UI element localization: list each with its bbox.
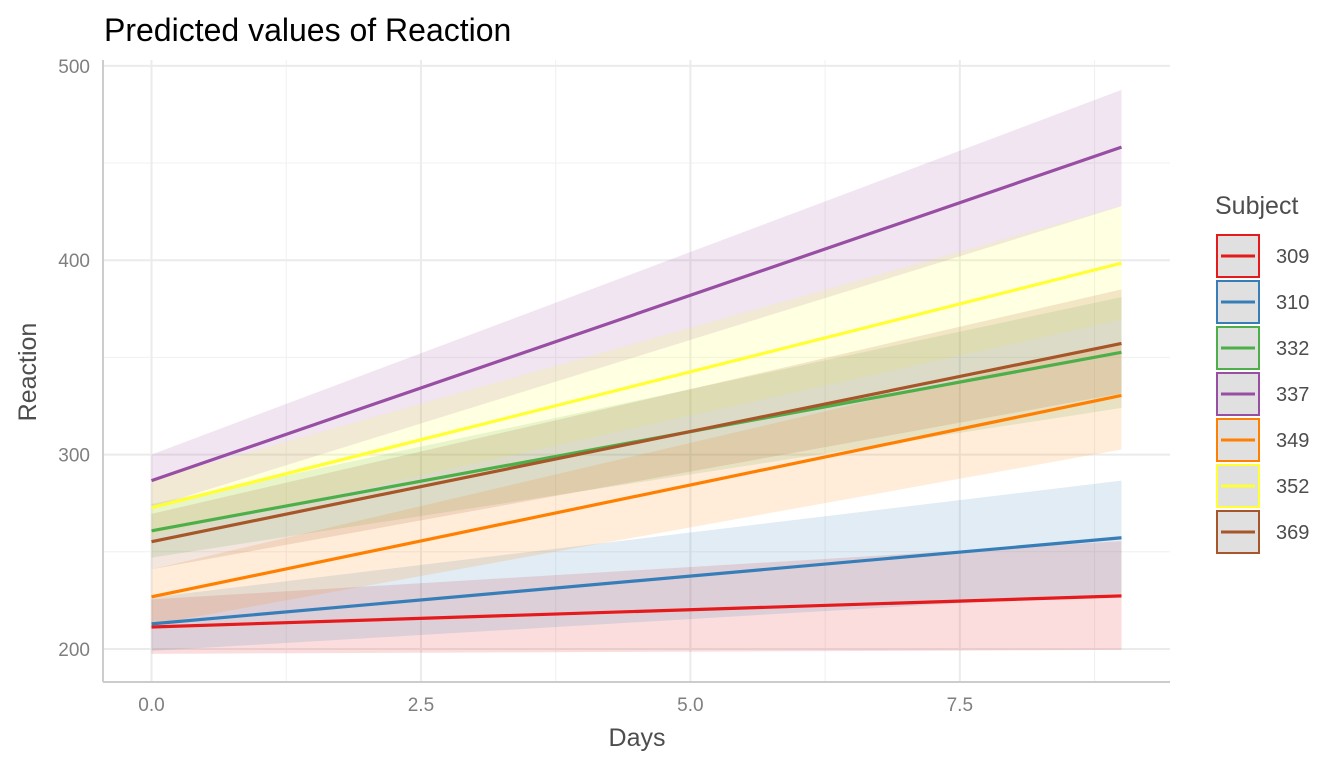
legend-label: 337 (1276, 384, 1309, 406)
series-lines (150, 145, 1123, 629)
legend-item-337: 337 (1216, 372, 1309, 416)
legend-label: 310 (1276, 292, 1309, 314)
legend-item-369: 369 (1216, 510, 1309, 554)
ci-band-309 (151, 541, 1122, 654)
y-tick-label: 200 (58, 640, 90, 661)
y-tick-label: 400 (58, 251, 90, 272)
x-tick-label: 0.0 (138, 695, 164, 716)
ci-band-352 (151, 206, 1122, 536)
y-tick-labels: 200 300 400 500 (58, 57, 90, 661)
y-tick-label: 300 (58, 446, 90, 467)
legend-item-352: 352 (1216, 464, 1309, 508)
x-tick-label: 2.5 (408, 695, 434, 716)
series-line-309 (151, 594, 1122, 629)
y-tick-label: 500 (58, 57, 90, 78)
series-line-349 (151, 393, 1122, 599)
x-axis-title: Days (609, 724, 666, 752)
series-line-352 (151, 261, 1122, 510)
x-tick-label: 7.5 (947, 695, 973, 716)
ci-band-310 (151, 480, 1122, 651)
legend-item-349: 349 (1216, 418, 1309, 462)
chart-title: Predicted values of Reaction (104, 12, 511, 48)
ci-band-369 (151, 289, 1122, 570)
legend-label: 332 (1276, 338, 1309, 360)
legend-title: Subject (1215, 192, 1298, 220)
legend-label: 352 (1276, 476, 1309, 498)
axes (102, 60, 1170, 683)
ci-band-349 (151, 341, 1122, 625)
x-tick-labels: 0.0 2.5 5.0 7.5 (138, 695, 973, 716)
legend-label: 349 (1276, 430, 1309, 452)
legend-label: 369 (1276, 522, 1309, 544)
legend-item-309: 309 (1216, 234, 1309, 278)
legend-item-332: 332 (1216, 326, 1309, 370)
x-tick-label: 5.0 (677, 695, 703, 716)
series-line-369 (151, 341, 1122, 544)
legend-item-310: 310 (1216, 280, 1309, 324)
ci-band-337 (151, 89, 1122, 508)
legend: Subject 309 310 332 337 349 352 369 (1215, 192, 1309, 554)
y-axis-title: Reaction (14, 323, 42, 422)
series-line-337 (150, 145, 1123, 483)
series-line-310 (151, 536, 1122, 626)
legend-label: 309 (1276, 246, 1309, 268)
